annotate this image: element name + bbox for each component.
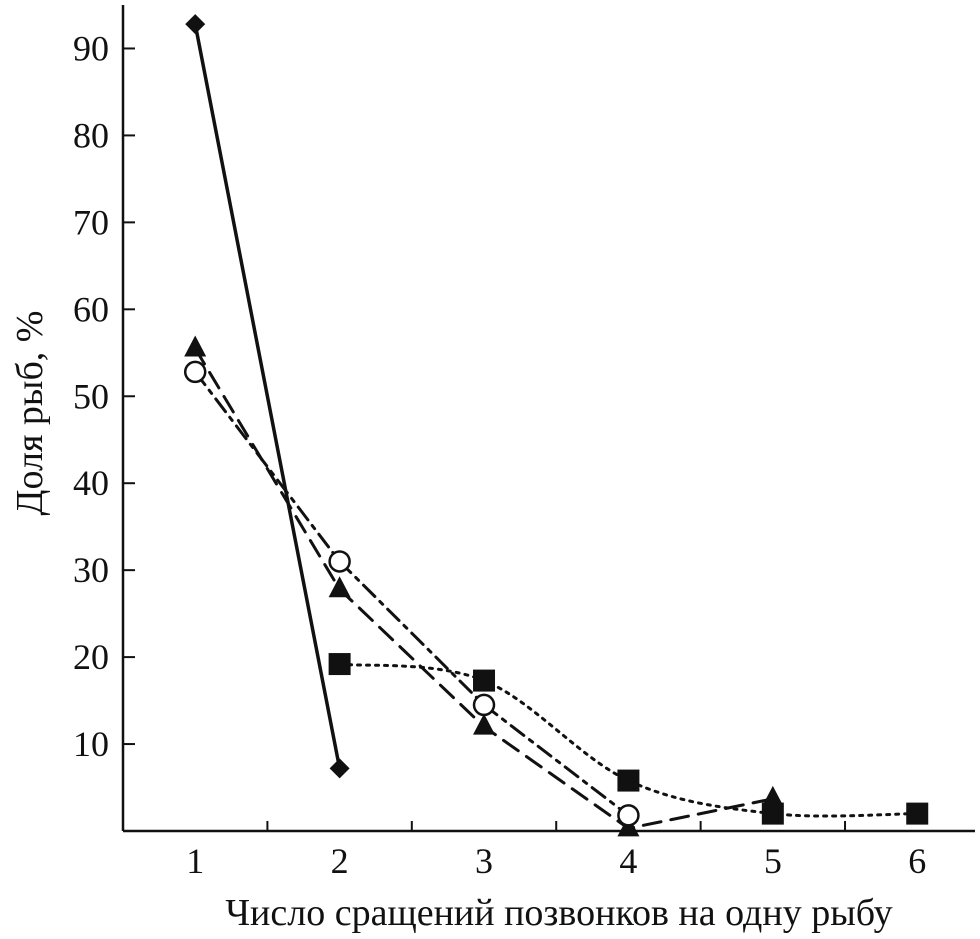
- x-tick-label: 2: [331, 841, 349, 881]
- y-tick-label: 80: [73, 115, 109, 155]
- y-tick-label: 60: [73, 289, 109, 329]
- series-2-point: [761, 785, 784, 807]
- series-3-point: [183, 360, 207, 384]
- x-axis-title: Число сращений позвонков на одну рыбу: [225, 892, 892, 934]
- y-axis-ticks: 10 20 30 40 50 60 70 80 90: [73, 28, 135, 764]
- axes: [121, 5, 975, 833]
- series-2-point: [473, 713, 496, 735]
- x-tick-label: 3: [475, 841, 493, 881]
- series-lines: [193, 22, 919, 830]
- y-tick-label: 50: [73, 376, 109, 416]
- series-4-point: [906, 802, 929, 825]
- series-1-line: [193, 22, 342, 771]
- x-tick-label: 5: [764, 841, 782, 881]
- series-4-point: [473, 669, 496, 692]
- y-tick-label: 10: [73, 724, 109, 764]
- y-tick-label: 30: [73, 550, 109, 590]
- x-tick-label: 4: [619, 841, 637, 881]
- series-4-point: [328, 653, 351, 676]
- series-2-point: [328, 576, 351, 598]
- series-3-point: [617, 804, 640, 827]
- series-2-line: [193, 346, 775, 830]
- series-1-point: [329, 758, 350, 779]
- y-tick-label: 40: [73, 463, 109, 503]
- x-tick-label: 1: [186, 841, 204, 881]
- series-4-point: [617, 769, 640, 792]
- x-axis-ticks: 1 2 3 4 5 6: [186, 821, 926, 881]
- y-axis-title: Доля рыб, %: [9, 311, 51, 516]
- series-markers: [183, 14, 929, 837]
- y-tick-label: 70: [73, 202, 109, 242]
- series-2-point: [184, 335, 207, 357]
- series-3-point: [472, 693, 496, 717]
- series-4-line: [338, 662, 919, 818]
- series-1-point: [185, 14, 206, 35]
- series-3-point: [328, 550, 351, 573]
- y-tick-label: 20: [73, 637, 109, 677]
- series-4-point: [761, 802, 784, 825]
- series-3-line: [193, 370, 630, 817]
- y-tick-label: 90: [73, 28, 109, 68]
- x-tick-label: 6: [908, 841, 926, 881]
